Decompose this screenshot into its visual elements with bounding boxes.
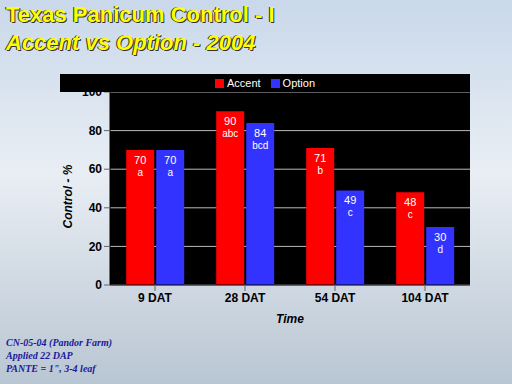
svg-text:0: 0: [95, 278, 102, 292]
svg-text:100: 100: [82, 85, 102, 99]
svg-text:40: 40: [89, 201, 103, 215]
html-text:Applied 22 DAP: Applied 22 DAP: [6, 350, 73, 361]
svg-text:28 DAT: 28 DAT: [225, 291, 266, 305]
html-text:Accent: Accent: [227, 77, 261, 89]
svg-text:Control - %: Control - %: [61, 164, 75, 228]
svg-text:9 DAT: 9 DAT: [138, 291, 172, 305]
svg-text:84: 84: [254, 127, 266, 139]
svg-text:abc: abc: [222, 128, 238, 139]
svg-text:70: 70: [134, 154, 146, 166]
svg-text:70: 70: [164, 154, 176, 166]
svg-text:a: a: [167, 167, 173, 178]
svg-text:80: 80: [89, 124, 103, 138]
svg-text:d: d: [437, 244, 443, 255]
html-text:Texas Panicum Control - I: Texas Panicum Control - I: [6, 2, 275, 27]
svg-text:48: 48: [404, 196, 416, 208]
svg-text:a: a: [137, 167, 143, 178]
svg-text:54 DAT: 54 DAT: [315, 291, 356, 305]
html-text:PANTE = 1", 3-4 leaf: PANTE = 1", 3-4 leaf: [6, 363, 96, 374]
svg-text:60: 60: [89, 162, 103, 176]
html-text:Accent vs Option - 2004: Accent vs Option - 2004: [6, 30, 256, 55]
svg-text:c: c: [348, 207, 353, 218]
svg-text:bcd: bcd: [252, 140, 268, 151]
svg-text:49: 49: [344, 194, 356, 206]
svg-text:104 DAT: 104 DAT: [401, 291, 449, 305]
svg-text:90: 90: [224, 115, 236, 127]
svg-text:71: 71: [314, 152, 326, 164]
html-text:Option: Option: [282, 77, 315, 89]
svg-text:30: 30: [434, 231, 446, 243]
svg-text:Time: Time: [276, 312, 304, 326]
svg-text:b: b: [317, 165, 323, 176]
svg-text:c: c: [408, 209, 413, 220]
html-text:CN-05-04 (Pandor Farm): CN-05-04 (Pandor Farm): [6, 337, 113, 348]
svg-text:20: 20: [89, 240, 103, 254]
